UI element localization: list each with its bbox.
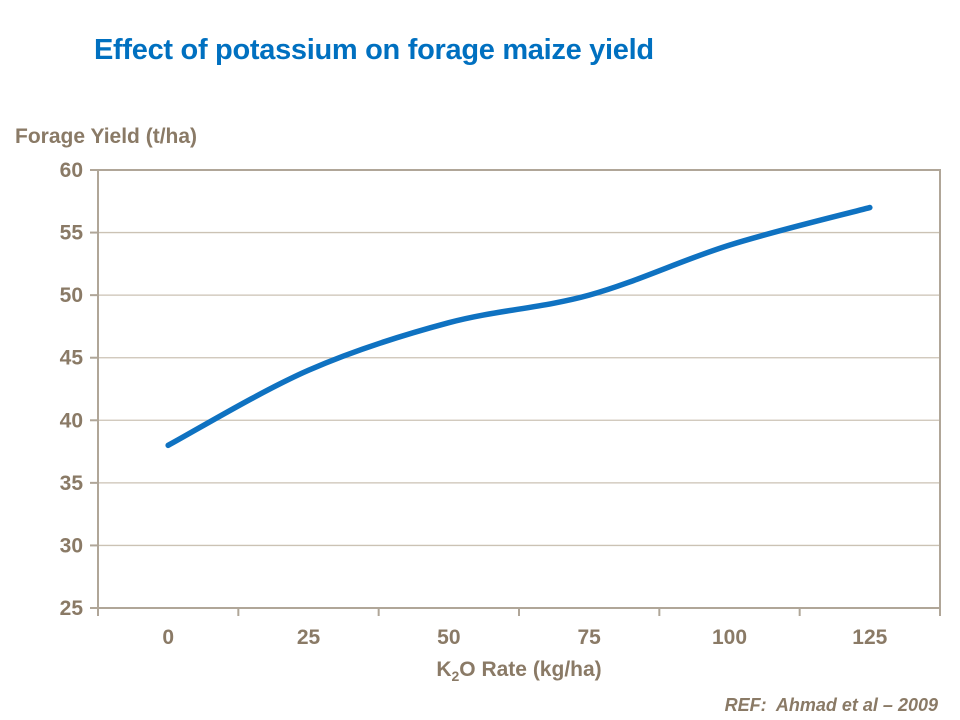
- y-tick-label: 25: [60, 597, 84, 620]
- y-tick-label: 60: [60, 159, 83, 182]
- yield-line: [165, 204, 873, 449]
- x-tick-label: 25: [297, 626, 321, 649]
- chart-title: Effect of potassium on forage maize yiel…: [94, 34, 654, 66]
- y-tick-label: 55: [60, 222, 84, 245]
- x-tick-label: 0: [162, 626, 174, 649]
- y-tick-label: 30: [60, 534, 83, 557]
- x-tick-label: 125: [852, 626, 887, 649]
- y-tick-label: 35: [60, 472, 84, 495]
- x-axis-title-subscript: 2: [451, 668, 460, 685]
- y-tick-label: 50: [60, 284, 83, 307]
- y-tick-label: 45: [60, 347, 84, 370]
- x-axis-title: K2O Rate (kg/ha): [98, 658, 940, 684]
- x-axis-title-text-rest: O Rate (kg/ha): [459, 658, 602, 681]
- x-tick-label: 75: [577, 626, 601, 649]
- y-axis-title: Forage Yield (t/ha): [15, 125, 198, 148]
- x-tick-label: 100: [712, 626, 747, 649]
- x-tick-label: 50: [437, 626, 460, 649]
- reference-text: REF: Ahmad et al – 2009: [724, 695, 938, 715]
- plot-border: [97, 169, 941, 609]
- y-tick-label: 40: [60, 409, 83, 432]
- x-axis-title-text: K: [436, 658, 452, 681]
